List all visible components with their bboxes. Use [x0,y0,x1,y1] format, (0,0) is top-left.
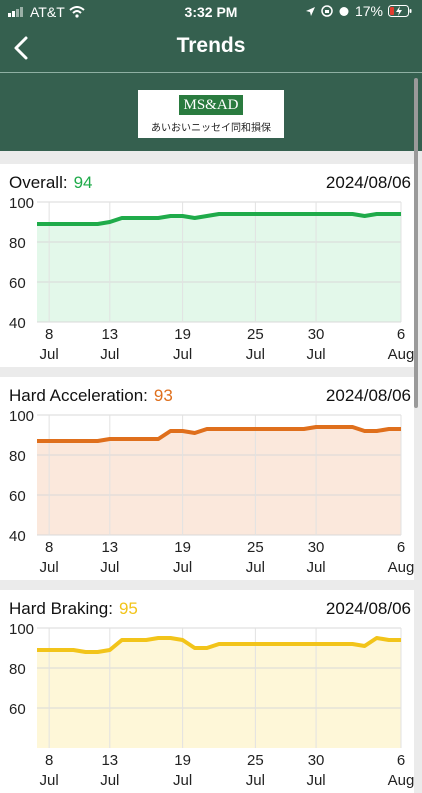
status-icons: 17% [305,3,412,19]
chart-title: Hard Braking: [9,599,113,618]
y-tick-label: 80 [9,661,26,678]
y-tick-label: 60 [9,488,26,505]
series-line [37,636,401,654]
series-area [37,638,401,748]
y-tick-label: 80 [9,448,26,465]
chart-label: Overall: 94 [9,173,93,193]
x-tick-label-month: Jul [306,772,325,789]
chart: 100 80 60 8 Jul 13 Jul 19 Jul 25 Jul 30 Jul 6 Aug [9,621,414,789]
chevron-left-icon[interactable] [10,34,34,62]
x-tick-label-month: Jul [100,559,119,576]
y-tick-label: 60 [9,275,26,292]
hard-acceleration-chart-card: Hard Acceleration: 93 2024/08/06 100 80 60 4… [0,377,414,580]
chart-score: 93 [153,386,173,405]
y-tick-label: 100 [9,195,34,212]
battery-charging-icon [388,5,412,17]
chart-date: 2024/08/06 [325,599,411,618]
x-tick-label-day: 8 [45,326,53,343]
nav-bar: Trends [0,24,422,72]
location-icon [305,6,315,16]
x-tick-label-month: Jul [173,772,192,789]
series-area [37,427,401,535]
x-tick-label-day: 30 [308,326,325,343]
company-logo: MS&AD あいおいニッセイ同和損保 [138,90,284,138]
x-tick-label-month: Jul [306,559,325,576]
x-tick-label-month: Jul [40,559,59,576]
x-tick-label-day: 25 [247,539,264,556]
x-tick-label-day: 6 [397,539,405,556]
x-tick-label-month: Jul [306,346,325,363]
x-tick-label-month: Jul [246,559,265,576]
x-tick-label-month: Jul [246,772,265,789]
x-tick-label-day: 6 [397,326,405,343]
x-tick-label-day: 6 [397,752,405,769]
signal-icon [8,7,23,17]
x-tick-label-day: 13 [101,752,118,769]
hard-braking-chart-card: Hard Braking: 95 2024/08/06 100 80 60 8 Jul 13… [0,590,414,793]
chart-label: Hard Braking: 95 [9,599,138,619]
x-tick-label-day: 19 [174,752,191,769]
chart-label: Hard Acceleration: 93 [9,386,173,406]
x-tick-label-day: 25 [247,752,264,769]
scrollbar[interactable] [414,78,418,408]
logo-mark: MS&AD [179,95,243,115]
x-tick-label-month: Jul [100,772,119,789]
y-tick-label: 80 [9,235,26,252]
chart: 100 80 60 40 8 Jul 13 Jul 19 Jul 25 Jul 30 Jul 6 Aug [9,408,414,576]
banner: MS&AD あいおいニッセイ同和損保 [0,73,422,151]
series-area [37,214,401,322]
carrier-name: AT&T [30,4,65,20]
y-tick-label: 40 [9,528,26,545]
carrier: AT&T [8,4,85,20]
x-tick-label-month: Jul [173,346,192,363]
x-tick-label-month: Jul [100,346,119,363]
y-tick-label: 100 [9,621,34,638]
page-title: Trends [176,34,246,57]
x-tick-label-day: 8 [45,539,53,556]
x-tick-label-day: 19 [174,539,191,556]
battery-percent: 17% [354,3,383,19]
x-tick-label-day: 30 [308,752,325,769]
chart-title: Overall: [9,173,68,192]
logo-subtitle: あいおいニッセイ同和損保 [151,123,271,134]
y-tick-label: 60 [9,701,26,718]
chart-title: Hard Acceleration: [9,386,148,405]
chart-date: 2024/08/06 [325,386,411,405]
x-tick-label-day: 13 [101,539,118,556]
x-tick-label-month: Aug [388,346,414,363]
y-tick-label: 40 [9,315,26,332]
x-tick-label-month: Jul [173,559,192,576]
clock: 3:32 PM [184,4,238,20]
x-tick-label-month: Jul [40,772,59,789]
x-tick-label-month: Jul [40,346,59,363]
chart-date: 2024/08/06 [325,173,411,192]
chart-score: 95 [118,599,138,618]
x-tick-label-day: 30 [308,539,325,556]
nav-divider [0,72,422,73]
wifi-icon [69,6,85,18]
x-tick-label-day: 8 [45,752,53,769]
series-line [37,212,401,226]
x-tick-label-day: 25 [247,326,264,343]
y-tick-label: 100 [9,408,34,425]
x-tick-label-month: Aug [388,559,414,576]
x-tick-label-month: Jul [246,346,265,363]
x-tick-label-month: Aug [388,772,414,789]
overall-chart-card: Overall: 94 2024/08/06 100 80 60 40 8 Jul 13 Jul… [0,164,414,367]
chart-score: 94 [73,173,93,192]
status-bar: AT&T 3:32 PM 17% [0,0,422,24]
x-tick-label-day: 19 [174,326,191,343]
chart: 100 80 60 40 8 Jul 13 Jul 19 Jul 25 Jul 30 Jul 6 Aug [9,195,414,363]
x-tick-label-day: 13 [101,326,118,343]
series-line [37,425,401,443]
alarm-icon [339,7,349,16]
lock-rotation-icon [321,5,333,17]
